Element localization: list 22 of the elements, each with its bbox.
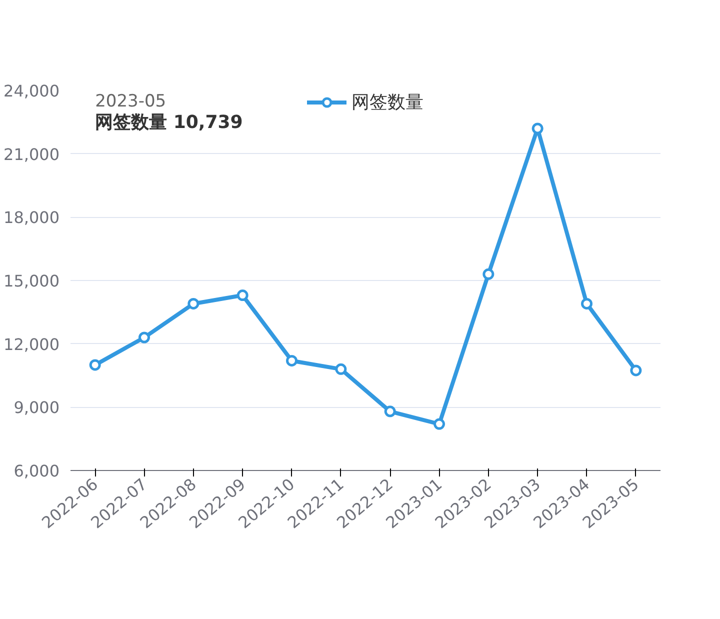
point [138, 332, 150, 344]
point [434, 418, 445, 430]
point [335, 363, 347, 375]
legend-label: 网签数量 [352, 91, 424, 114]
point [630, 364, 642, 376]
point [236, 290, 248, 302]
point [188, 298, 200, 310]
annotation: 2023-05 [95, 91, 166, 112]
y-tick-label: 18,000 [4, 208, 60, 228]
point [89, 359, 101, 371]
y-tick-label: 6,000 [14, 462, 60, 480]
point [581, 298, 592, 310]
point [286, 354, 298, 366]
point [532, 122, 544, 134]
point [384, 406, 396, 418]
y-tick-label: 12,000 [4, 334, 60, 354]
point [482, 268, 494, 280]
y-tick-label: 24,000 [4, 82, 60, 100]
annotation: 网签数量 10,739 [95, 112, 243, 134]
y-tick-label: 9,000 [14, 398, 60, 418]
y-tick-label: 21,000 [4, 144, 60, 164]
y-tick-label: 15,000 [4, 272, 60, 290]
